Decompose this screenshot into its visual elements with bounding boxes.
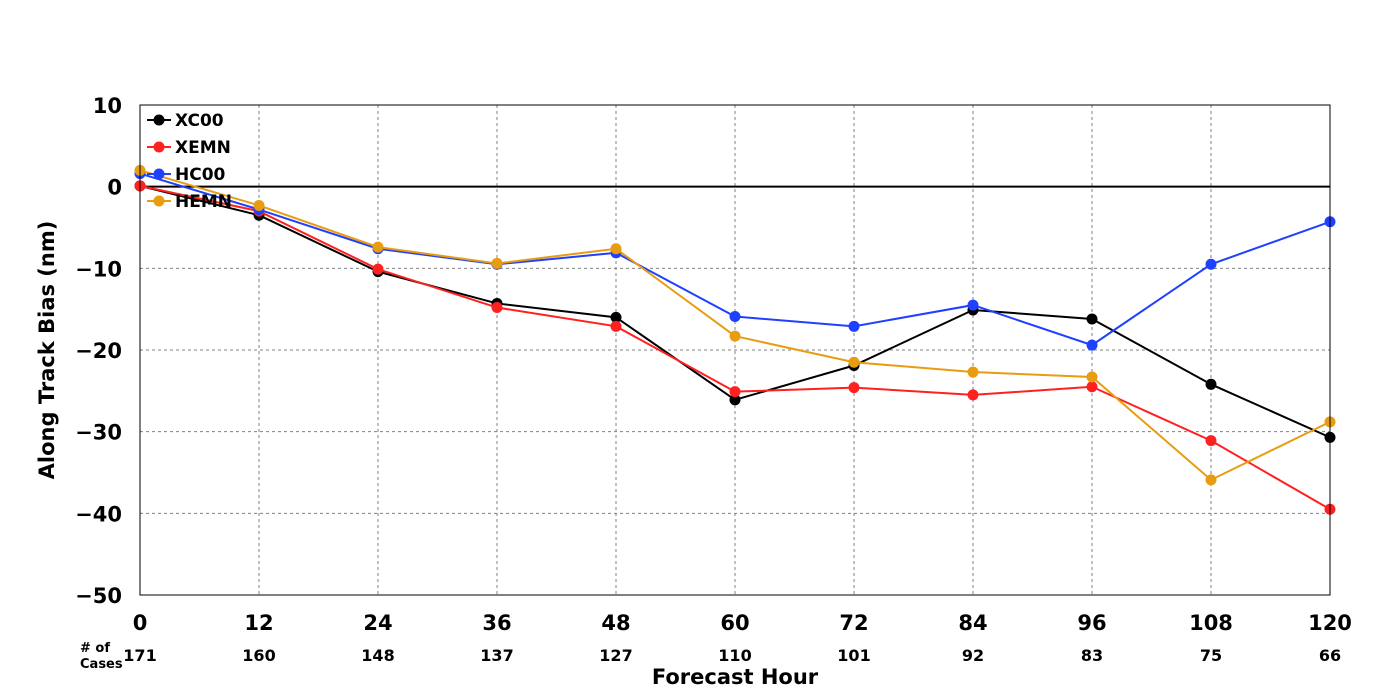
x-tick-label: 0	[133, 611, 148, 635]
legend-label: XC00	[175, 111, 224, 131]
grid-lines	[140, 105, 1330, 595]
legend-swatch-marker	[153, 141, 165, 153]
x-axis-title: Forecast Hour	[652, 665, 819, 689]
legend-item-hc00: HC00	[147, 165, 226, 185]
data-point	[1205, 258, 1217, 270]
data-point	[967, 299, 979, 311]
data-point	[1086, 371, 1098, 383]
legend-swatch-marker	[153, 195, 165, 207]
case-count: 171	[123, 646, 156, 665]
x-tick-label: 60	[720, 611, 749, 635]
data-point	[610, 320, 622, 332]
case-count: 110	[718, 646, 751, 665]
data-point	[1205, 435, 1217, 447]
data-point	[253, 199, 265, 211]
case-count: 160	[242, 646, 275, 665]
legend-swatch-marker	[153, 168, 165, 180]
x-tick-label: 84	[958, 611, 987, 635]
legend-item-xemn: XEMN	[147, 138, 231, 158]
cases-label-line2: Cases	[80, 657, 123, 672]
data-point	[1086, 381, 1098, 393]
data-point	[1086, 339, 1098, 351]
case-count: 148	[361, 646, 394, 665]
x-tick-label: 48	[601, 611, 630, 635]
data-point	[967, 366, 979, 378]
case-count: 92	[962, 646, 984, 665]
data-point	[372, 263, 384, 275]
legend-label: XEMN	[175, 138, 231, 158]
y-tick-label: −20	[75, 339, 122, 363]
case-count: 66	[1319, 646, 1341, 665]
x-tick-label: 12	[244, 611, 273, 635]
x-tick-label: 108	[1189, 611, 1233, 635]
case-count: 127	[599, 646, 632, 665]
series-lines	[134, 164, 1336, 515]
data-point	[610, 243, 622, 255]
data-point	[729, 394, 741, 406]
legend-item-hemn: HEMN	[147, 192, 232, 212]
data-point	[848, 356, 860, 368]
data-point	[848, 320, 860, 332]
y-tick-label: 10	[93, 94, 122, 118]
data-point	[967, 389, 979, 401]
legend: XC00 XEMN HC00 HEMN	[147, 111, 232, 212]
y-axis-title: Along Track Bias (nm)	[35, 221, 59, 480]
data-point	[848, 382, 860, 394]
data-point	[1205, 474, 1217, 486]
case-count: 137	[480, 646, 513, 665]
legend-item-xc00: XC00	[147, 111, 224, 131]
y-tick-label: −50	[75, 584, 122, 608]
y-tick-label: −40	[75, 502, 122, 526]
x-tick-label: 72	[839, 611, 868, 635]
data-point	[491, 257, 503, 269]
case-count: 101	[837, 646, 870, 665]
case-count: 75	[1200, 646, 1222, 665]
y-tick-label: −10	[75, 257, 122, 281]
data-point	[610, 311, 622, 323]
legend-swatch-marker	[153, 114, 165, 126]
data-point	[729, 311, 741, 323]
legend-label: HEMN	[175, 192, 232, 212]
legend-label: HC00	[175, 165, 226, 185]
case-count: 83	[1081, 646, 1103, 665]
cases-row: # of Cases 171 160 148 137 127 110 101 92 83 75 66	[80, 641, 1341, 672]
series-hemn	[134, 164, 1336, 486]
data-point	[1086, 313, 1098, 325]
x-tick-label: 96	[1077, 611, 1106, 635]
series-line	[139, 169, 1331, 482]
data-point	[729, 330, 741, 342]
cases-label-line1: # of	[80, 641, 110, 656]
data-point	[491, 302, 503, 314]
y-tick-label: 0	[107, 176, 122, 200]
x-tick-label: 120	[1308, 611, 1352, 635]
data-point	[729, 386, 741, 398]
data-point	[1205, 378, 1217, 390]
plot-frame	[139, 104, 1331, 596]
x-tick-label: 36	[482, 611, 511, 635]
x-tick-labels: 0 12 24 36 48 60 72 84 96 108 120	[133, 611, 1352, 635]
x-tick-label: 24	[363, 611, 392, 635]
y-tick-labels: 10 0 −10 −20 −30 −40 −50	[75, 94, 122, 608]
y-tick-label: −30	[75, 421, 122, 445]
data-point	[372, 241, 384, 253]
